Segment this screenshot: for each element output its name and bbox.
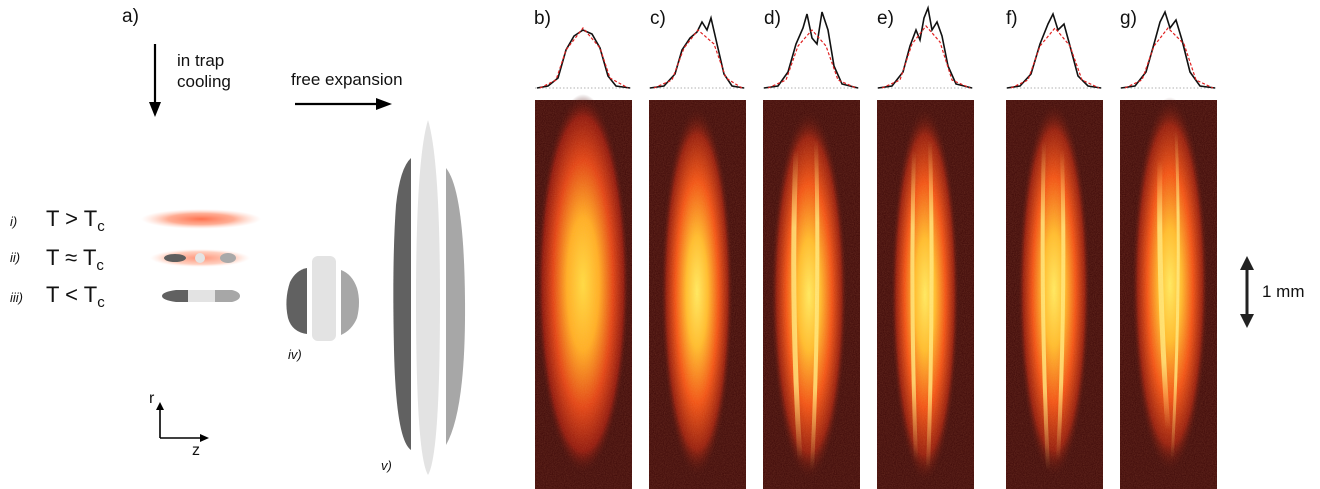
partial-condensate <box>150 249 250 267</box>
panel-label-e: e) <box>877 8 894 29</box>
condition-iii-numeral: iii) <box>10 290 23 305</box>
condition-ii-lhs: T <box>46 245 60 270</box>
condition-ii-sub: c <box>96 257 104 274</box>
image-g <box>1120 97 1217 489</box>
condition-iii-lhs: T <box>46 282 60 307</box>
profile-e <box>877 5 974 89</box>
cooling-label: in trap cooling <box>177 50 231 92</box>
panel-label-b: b) <box>534 8 551 29</box>
condition-i-rhs: T <box>83 206 98 231</box>
profile-d <box>763 11 860 89</box>
profile-c <box>649 15 746 89</box>
condition-i-text: T > Tc <box>46 206 105 235</box>
panel-label-g: g) <box>1120 8 1137 29</box>
stage-v-label: v) <box>381 458 392 473</box>
image-b <box>535 94 632 489</box>
scale-bar-label: 1 mm <box>1262 282 1305 301</box>
panel-label-c: c) <box>650 8 666 29</box>
condition-i-numeral: i) <box>10 214 18 229</box>
cooling-label-line2: cooling <box>177 72 231 91</box>
axis-z-label: z <box>192 442 200 459</box>
image-c <box>649 100 746 489</box>
panel-label-d: d) <box>764 8 781 29</box>
profile-g <box>1120 9 1217 89</box>
condition-ii-rhs: T <box>82 245 97 270</box>
condition-ii-numeral: ii) <box>10 250 21 265</box>
condition-i-lhs: T <box>46 206 60 231</box>
stage-iv-label: iv) <box>288 347 302 362</box>
expansion-stage-v <box>393 120 466 475</box>
panel-label-f: f) <box>1006 8 1018 29</box>
condition-i-sub: c <box>97 218 105 235</box>
condition-iii-sub: c <box>97 294 105 311</box>
condensate-segments <box>162 290 240 302</box>
profile-b <box>535 27 632 89</box>
expansion-arrow <box>295 98 392 110</box>
cooling-arrow <box>149 44 161 117</box>
scale-bar-arrow <box>1240 256 1254 328</box>
condition-ii-text: T ≈ Tc <box>46 245 104 274</box>
axis-r-label: r <box>149 390 155 407</box>
condition-iii-rhs: T <box>83 282 98 307</box>
thermal-cloud <box>141 209 261 229</box>
cooling-label-line1: in trap <box>177 51 225 70</box>
condition-iii-op: < <box>65 282 79 307</box>
image-e <box>877 100 974 489</box>
rz-axes <box>156 402 209 442</box>
condition-iii-text: T < Tc <box>46 282 105 311</box>
panel-label-a: a) <box>122 6 139 27</box>
condition-i-op: > <box>65 206 79 231</box>
expansion-stage-iv <box>286 256 359 341</box>
image-d <box>763 100 860 489</box>
image-f <box>1006 100 1103 489</box>
condition-ii-op: ≈ <box>65 245 78 270</box>
profile-f <box>1006 11 1103 89</box>
expansion-label: free expansion <box>291 70 403 89</box>
